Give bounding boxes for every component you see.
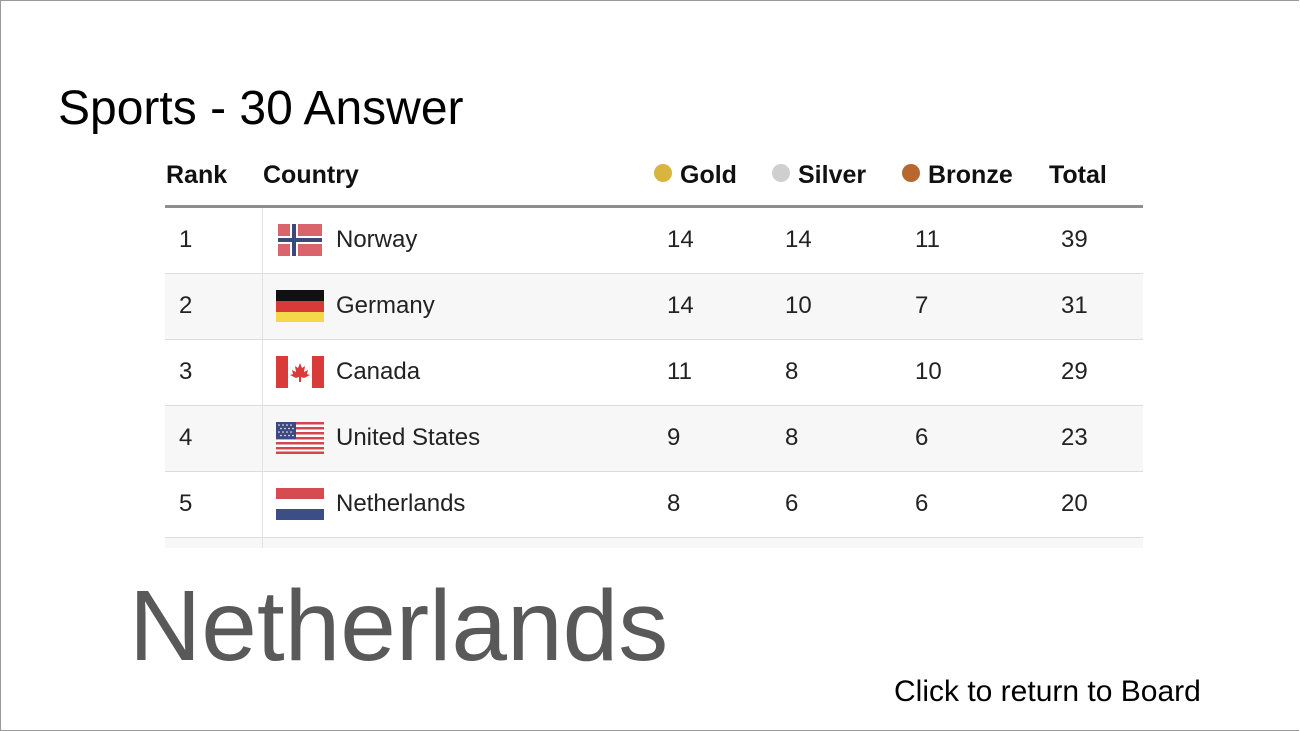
total-count: 29 [1061,358,1088,385]
gold-count: 14 [667,292,694,319]
table-row: 1 Norway 14 14 11 39 [165,208,1143,274]
header-bronze-label: Bronze [928,161,1013,189]
silver-count: 8 [785,358,799,385]
gold-dot-icon [654,164,672,182]
table-row: 5 Netherlands 8 6 6 20 [165,472,1143,538]
header-rank: Rank [166,161,228,189]
rank-value: 5 [179,490,193,517]
rank-value: 4 [179,424,193,451]
table-header: Rank Country Gold Silver Bronze Total [165,151,1143,208]
bronze-count: 10 [915,358,942,385]
header-gold-label: Gold [680,161,737,189]
header-silver: Silver [772,161,866,190]
header-bronze: Bronze [902,161,1013,190]
silver-count: 6 [785,490,799,517]
bronze-count: 7 [915,292,929,319]
rank-cell [165,406,263,471]
header-gold: Gold [654,161,737,190]
bronze-count: 6 [915,490,929,517]
netherlands-flag-icon [276,488,324,520]
rank-cell [165,538,263,548]
table-row: 3 Canada 11 8 10 29 [165,340,1143,406]
bronze-count: 11 [915,226,940,253]
gold-count: 11 [667,358,692,385]
country-name: Germany [336,292,435,319]
total-count: 23 [1061,424,1088,451]
gold-count: 8 [667,490,681,517]
table-row: 2 Germany 14 10 7 31 [165,274,1143,340]
header-silver-label: Silver [798,161,867,189]
silver-count: 8 [785,424,799,451]
gold-count: 14 [667,226,694,253]
header-country: Country [263,161,359,189]
rank-cell [165,472,263,537]
rank-value: 3 [179,358,193,385]
norway-flag-icon [278,224,322,256]
germany-flag-icon [276,290,324,322]
united-states-flag-icon [276,422,324,454]
table-row: 4 United States 9 8 [165,406,1143,472]
return-to-board-link[interactable]: Click to return to Board [894,675,1201,708]
header-total: Total [1049,161,1107,189]
table-row-cropped [165,538,1143,548]
country-name: United States [336,424,481,451]
total-count: 20 [1061,490,1088,517]
medal-table: Rank Country Gold Silver Bronze Total 1 … [165,151,1143,548]
gold-count: 9 [667,424,681,451]
rank-cell [165,274,263,339]
country-name: Netherlands [336,490,466,517]
country-name: Canada [336,358,421,385]
slide-title: Sports - 30 Answer [58,82,464,135]
silver-dot-icon [772,164,790,182]
rank-value: 2 [179,292,193,319]
bronze-count: 6 [915,424,929,451]
total-count: 39 [1061,226,1088,253]
total-count: 31 [1061,292,1088,319]
answer-text: Netherlands [129,570,669,682]
rank-value: 1 [179,226,193,253]
silver-count: 14 [785,226,812,253]
rank-cell [165,208,263,273]
canada-flag-icon [276,356,324,388]
rank-cell [165,340,263,405]
silver-count: 10 [785,292,812,319]
bronze-dot-icon [902,164,920,182]
country-name: Norway [336,226,418,253]
